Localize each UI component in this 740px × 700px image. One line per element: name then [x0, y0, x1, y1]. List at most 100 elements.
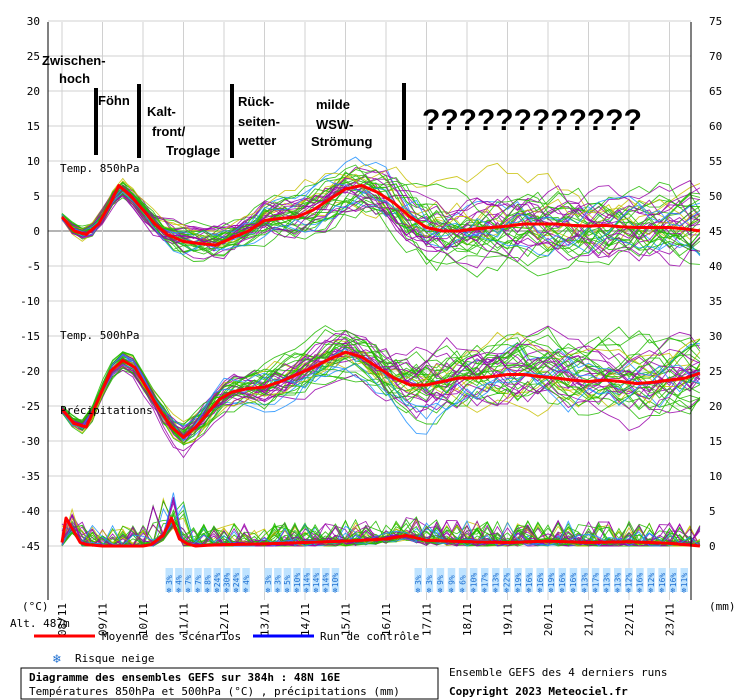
y-tick-label-right: 15 — [709, 435, 722, 448]
y-tick-label-left: -15 — [20, 330, 40, 343]
snow-risk-value: 17% — [591, 573, 600, 588]
snowflake-icon: ❄ — [234, 586, 239, 595]
snow-risk-cell — [636, 568, 644, 592]
snow-risk-value: 3% — [425, 575, 434, 585]
y-tick-label-right: 25 — [709, 365, 722, 378]
x-tick-label: 08/11 — [56, 603, 69, 636]
snow-risk-value: 3% — [274, 575, 283, 585]
ensemble-member-line-t500 — [61, 353, 701, 430]
mean-line-t850 — [60, 184, 701, 247]
ensemble-member-line-t850 — [61, 180, 701, 252]
snowflake-icon: ❄ — [538, 586, 543, 595]
snowflake-icon: ❄ — [626, 586, 631, 595]
snowflake-icon: ❄ — [549, 586, 554, 595]
snow-risk-cell — [558, 568, 567, 592]
snow-risk-cell — [175, 568, 183, 592]
snowflake-icon: ❄ — [604, 586, 609, 595]
snowflake-icon: ❄ — [416, 586, 421, 595]
snow-risk-value: 8% — [203, 575, 212, 585]
annotation-text: Föhn — [98, 93, 130, 108]
snow-risk-cell — [569, 568, 578, 592]
snow-risk-cell — [293, 568, 301, 592]
snowflake-icon: ❄ — [427, 586, 432, 595]
snow-risk-value: 7% — [184, 575, 193, 585]
y-tick-label-left: -45 — [20, 540, 40, 553]
snow-risk-value: 16% — [636, 573, 645, 588]
snow-risk-value: 14% — [312, 573, 321, 588]
ensemble-member-line-t850 — [61, 184, 701, 266]
snow-risk-cell — [658, 568, 666, 592]
snow-risk-value: 17% — [481, 573, 490, 588]
y-tick-label-left: -20 — [20, 365, 40, 378]
snow-risk-cell — [647, 568, 655, 592]
ensemble-member-line-t500 — [61, 338, 701, 444]
altitude-label: Alt. 487m — [10, 617, 70, 630]
snow-risk-value: 14% — [322, 573, 331, 588]
snow-risk-cell — [503, 568, 511, 592]
snowflake-icon: ❄ — [493, 586, 498, 595]
y-tick-label-right: 70 — [709, 50, 722, 63]
y-tick-label-right: 10 — [709, 470, 722, 483]
snowflake-icon: ❄ — [648, 586, 653, 595]
snowflake-icon: ❄ — [285, 586, 290, 595]
snowflake-icon: ❄ — [195, 586, 200, 595]
snow-risk-cell — [232, 568, 241, 592]
snow-risk-cell — [194, 568, 202, 592]
left-axis-unit: (°C) — [22, 600, 49, 613]
y-tick-label-left: 0 — [33, 225, 40, 238]
snowflake-icon: ❄ — [682, 586, 687, 595]
y-tick-label-left: -40 — [20, 505, 40, 518]
x-tick-label: 10/11 — [137, 603, 150, 636]
snowflake-icon: ❄ — [615, 586, 620, 595]
x-tick-label: 22/11 — [623, 603, 636, 636]
snow-risk-cell — [536, 568, 544, 592]
section-label-t850: Temp. 850hPa — [60, 162, 139, 175]
ensemble-member-line-t500 — [61, 339, 701, 438]
snowflake-icon: ❄ — [471, 586, 476, 595]
annotation-text: Troglage — [166, 143, 220, 158]
snow-risk-value: 19% — [514, 573, 523, 588]
ensemble-member-line-t850 — [61, 182, 701, 234]
ensemble-member-line-t850 — [61, 185, 700, 245]
snow-risk-value: 16% — [525, 573, 534, 588]
snow-risk-cell — [414, 568, 422, 592]
y-tick-label-left: 20 — [27, 85, 40, 98]
y-tick-label-right: 55 — [709, 155, 722, 168]
snow-risk-cell — [184, 568, 193, 592]
ensemble-member-line-t850 — [61, 189, 701, 255]
snow-risk-value: 3% — [264, 575, 273, 585]
snowflake-icon: ❄ — [671, 586, 676, 595]
y-tick-label-right: 0 — [709, 540, 716, 553]
legend-label-control: Run de contrôle — [320, 630, 419, 643]
ensemble-member-line-t850 — [61, 182, 701, 278]
snow-risk-cell — [547, 568, 555, 592]
snow-risk-cell — [331, 568, 340, 592]
annotation-text: Rück- — [238, 94, 274, 109]
snow-risk-cell — [425, 568, 434, 592]
snowflake-icon: ❄ — [167, 586, 172, 595]
snow-risk-cell — [514, 568, 522, 592]
snow-risk-cell — [242, 568, 250, 592]
y-tick-label-left: -30 — [20, 435, 40, 448]
snowflake-icon: ❄ — [275, 586, 280, 595]
snowflake-icon: ❄ — [515, 586, 520, 595]
legend-label-snow: Risque neige — [75, 652, 154, 665]
snow-risk-cell — [312, 568, 320, 592]
x-tick-label: 12/11 — [218, 603, 231, 636]
snow-risk-cell — [481, 568, 489, 592]
snow-risk-cell — [602, 568, 611, 592]
snowflake-icon: ❄ — [294, 586, 299, 595]
snow-risk-cell — [264, 568, 272, 592]
x-tick-label: 18/11 — [461, 603, 474, 636]
y-tick-label-right: 60 — [709, 120, 722, 133]
y-tick-label-left: 5 — [33, 190, 40, 203]
y-tick-label-left: -10 — [20, 295, 40, 308]
snow-risk-value: 10% — [331, 573, 340, 588]
snow-risk-value: 4% — [242, 575, 251, 585]
ensemble-member-line-t850 — [61, 176, 700, 252]
snowflake-icon: ❄ — [215, 586, 220, 595]
ensemble-member-line-t850 — [61, 187, 701, 261]
x-tick-label: 14/11 — [299, 603, 312, 636]
ensemble-member-line-precip — [61, 516, 701, 547]
y-tick-label-left: -5 — [27, 260, 40, 273]
